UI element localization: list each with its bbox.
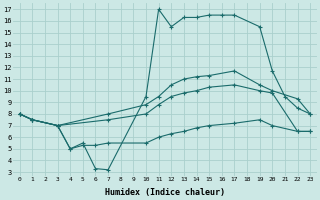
X-axis label: Humidex (Indice chaleur): Humidex (Indice chaleur): [105, 188, 225, 197]
